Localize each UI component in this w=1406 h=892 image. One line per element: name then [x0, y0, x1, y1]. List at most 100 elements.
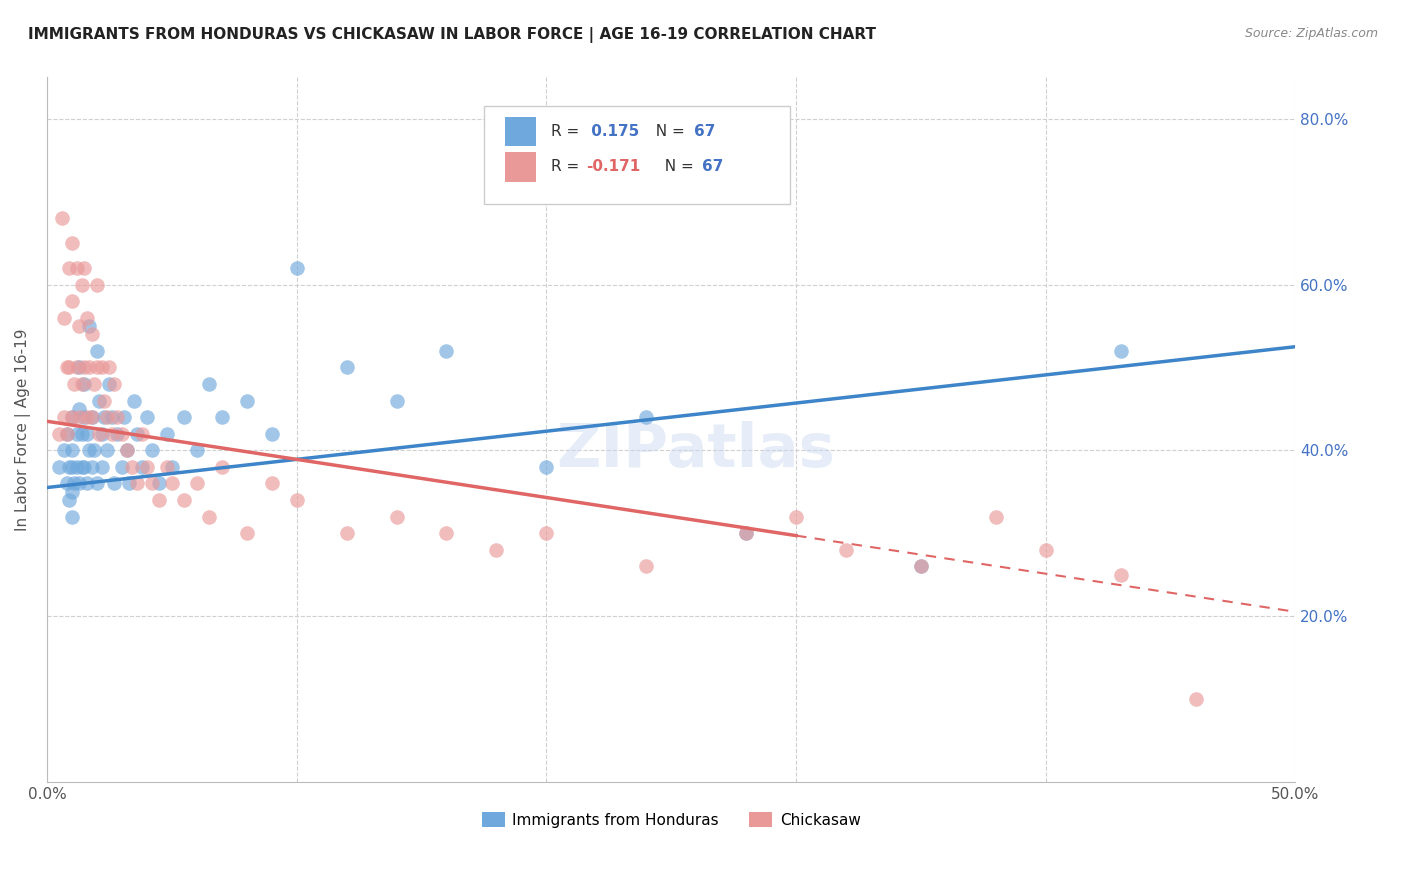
- Point: [135, 459, 157, 474]
- Point: [73, 459, 96, 474]
- Point: [90, 426, 112, 441]
- Point: [73, 410, 96, 425]
- Point: [124, 393, 146, 408]
- Point: [53, 310, 76, 325]
- Point: [785, 509, 807, 524]
- Point: [636, 410, 658, 425]
- Point: [112, 410, 135, 425]
- Point: [89, 393, 111, 408]
- Point: [385, 393, 408, 408]
- Point: [285, 493, 308, 508]
- Point: [51, 211, 73, 226]
- Point: [58, 360, 80, 375]
- Point: [53, 410, 76, 425]
- Point: [80, 327, 103, 342]
- Point: [636, 559, 658, 574]
- Point: [70, 277, 93, 292]
- Point: [76, 310, 98, 325]
- Point: [118, 476, 141, 491]
- Point: [125, 426, 148, 441]
- Point: [93, 393, 115, 408]
- Text: Source: ZipAtlas.com: Source: ZipAtlas.com: [1244, 27, 1378, 40]
- Point: [67, 360, 90, 375]
- Point: [186, 443, 208, 458]
- Point: [67, 401, 90, 416]
- Point: [1109, 343, 1132, 358]
- Text: N =: N =: [647, 124, 690, 139]
- Point: [56, 476, 79, 491]
- Point: [98, 360, 121, 375]
- Point: [198, 509, 221, 524]
- Point: [66, 426, 89, 441]
- Point: [67, 318, 90, 333]
- Point: [160, 476, 183, 491]
- Point: [156, 426, 179, 441]
- Point: [80, 459, 103, 474]
- Point: [336, 526, 359, 541]
- Point: [235, 393, 257, 408]
- Point: [910, 559, 932, 574]
- Point: [98, 376, 121, 391]
- Point: [48, 459, 70, 474]
- Point: [60, 459, 83, 474]
- Text: R =: R =: [551, 160, 585, 174]
- Point: [115, 443, 138, 458]
- Text: -0.171: -0.171: [586, 160, 641, 174]
- Text: R =: R =: [551, 124, 585, 139]
- Point: [79, 318, 101, 333]
- Point: [135, 410, 157, 425]
- Point: [93, 410, 115, 425]
- Point: [80, 410, 103, 425]
- Point: [141, 476, 163, 491]
- Point: [186, 476, 208, 491]
- Point: [58, 459, 80, 474]
- Point: [1109, 567, 1132, 582]
- Point: [58, 493, 80, 508]
- FancyBboxPatch shape: [484, 105, 790, 204]
- Point: [835, 542, 858, 557]
- Point: [984, 509, 1007, 524]
- Point: [735, 526, 758, 541]
- Point: [103, 376, 125, 391]
- Point: [115, 443, 138, 458]
- Legend: Immigrants from Honduras, Chickasaw: Immigrants from Honduras, Chickasaw: [475, 805, 868, 834]
- Point: [235, 526, 257, 541]
- Point: [141, 443, 163, 458]
- Point: [79, 360, 101, 375]
- Point: [105, 410, 128, 425]
- Point: [48, 426, 70, 441]
- Point: [86, 360, 108, 375]
- Point: [90, 459, 112, 474]
- Point: [536, 459, 558, 474]
- Point: [66, 459, 89, 474]
- Point: [436, 526, 458, 541]
- Point: [260, 476, 283, 491]
- Point: [131, 459, 153, 474]
- Point: [536, 526, 558, 541]
- Point: [53, 443, 76, 458]
- Point: [198, 376, 221, 391]
- Point: [105, 426, 128, 441]
- Point: [79, 443, 101, 458]
- Point: [76, 410, 98, 425]
- Point: [101, 410, 124, 425]
- Point: [260, 426, 283, 441]
- Point: [90, 360, 112, 375]
- Point: [86, 476, 108, 491]
- Point: [60, 294, 83, 309]
- Point: [58, 260, 80, 275]
- Point: [60, 509, 83, 524]
- Point: [111, 459, 134, 474]
- Point: [56, 426, 79, 441]
- Point: [83, 376, 105, 391]
- Text: 0.175: 0.175: [586, 124, 640, 139]
- Point: [336, 360, 359, 375]
- Point: [67, 476, 90, 491]
- Point: [96, 410, 118, 425]
- Bar: [505, 117, 536, 146]
- Point: [76, 476, 98, 491]
- Point: [735, 526, 758, 541]
- Point: [60, 410, 83, 425]
- Point: [66, 260, 89, 275]
- Point: [211, 410, 233, 425]
